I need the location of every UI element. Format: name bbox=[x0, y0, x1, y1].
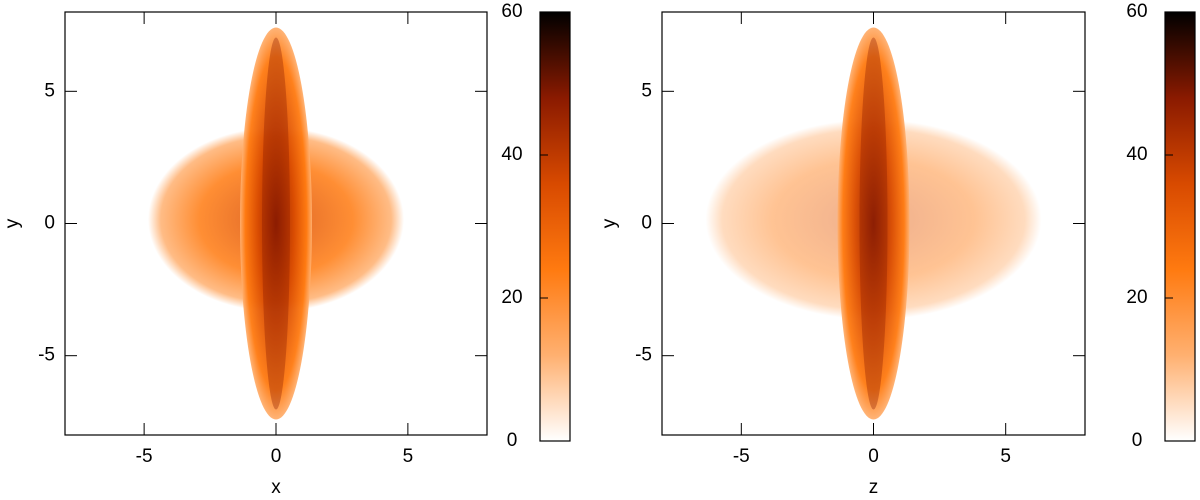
x-axis-label: z bbox=[869, 477, 879, 498]
y-axis-label: y bbox=[599, 218, 620, 228]
x-tick-label: -5 bbox=[136, 446, 153, 467]
jet bbox=[837, 27, 910, 420]
colorbar-tick-label: 40 bbox=[501, 144, 522, 165]
colorbar-tick-label: 60 bbox=[501, 1, 522, 22]
x-tick-label: 0 bbox=[271, 446, 282, 467]
y-tick-label: 0 bbox=[641, 213, 652, 234]
density-image bbox=[148, 27, 404, 420]
jet-core bbox=[262, 37, 290, 410]
y-axis-label: y bbox=[2, 218, 23, 228]
colorbar-tick-label: 0 bbox=[507, 430, 518, 451]
colorbar bbox=[1164, 11, 1196, 442]
colorbar-tick-label: 20 bbox=[501, 287, 522, 308]
density-image bbox=[705, 27, 1042, 420]
colorbar-tick-label: 60 bbox=[1126, 1, 1147, 22]
jet-core bbox=[859, 37, 888, 410]
y-tick-label: 0 bbox=[44, 213, 55, 234]
x-tick-label: 0 bbox=[868, 446, 879, 467]
y-tick-label: -5 bbox=[635, 345, 652, 366]
panel: -5 0 5 -5 0 5 z y 0 20 40 60 bbox=[599, 1, 1196, 498]
colorbar-tick-label: 40 bbox=[1126, 144, 1147, 165]
x-tick-label: -5 bbox=[733, 446, 750, 467]
x-tick-label: 5 bbox=[403, 446, 414, 467]
colorbar-tick-label: 0 bbox=[1132, 430, 1143, 451]
colorbar-tick-label: 20 bbox=[1126, 287, 1147, 308]
y-tick-label: -5 bbox=[38, 345, 55, 366]
x-tick-label: 5 bbox=[1000, 446, 1011, 467]
y-tick-label: 5 bbox=[641, 80, 652, 101]
x-axis-label: x bbox=[271, 477, 281, 498]
panel: -5 0 5 -5 0 5 x y 0 20 40 60 bbox=[2, 1, 571, 498]
jet bbox=[240, 27, 312, 420]
y-tick-label: 5 bbox=[44, 80, 55, 101]
colorbar bbox=[539, 11, 571, 442]
